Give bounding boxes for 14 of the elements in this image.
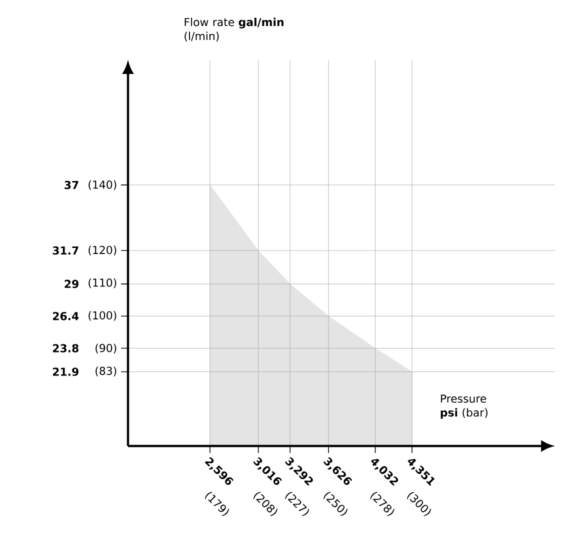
x-axis-title: Pressure psi (bar) xyxy=(440,394,488,419)
y-tick-label: 37 xyxy=(64,180,78,190)
y2-tick-label: (83) xyxy=(96,366,116,376)
y2-tick-label: (110) xyxy=(88,278,116,288)
y2-tick-label: (90) xyxy=(96,344,116,354)
y2-tick-label: (100) xyxy=(88,311,116,321)
y-tick-label: 31.7 xyxy=(52,246,78,255)
y-tick-label: 21.9 xyxy=(52,368,78,376)
y-tick-label: 23.8 xyxy=(52,344,78,352)
y-tick-label: 26.4 xyxy=(52,312,79,320)
text: Flow rate gal/min (l/min) xyxy=(184,18,284,42)
y2-tick-label: (140) xyxy=(88,180,116,190)
y-tick-label: 29 xyxy=(64,280,78,288)
y2-tick-label: (120) xyxy=(88,246,116,256)
